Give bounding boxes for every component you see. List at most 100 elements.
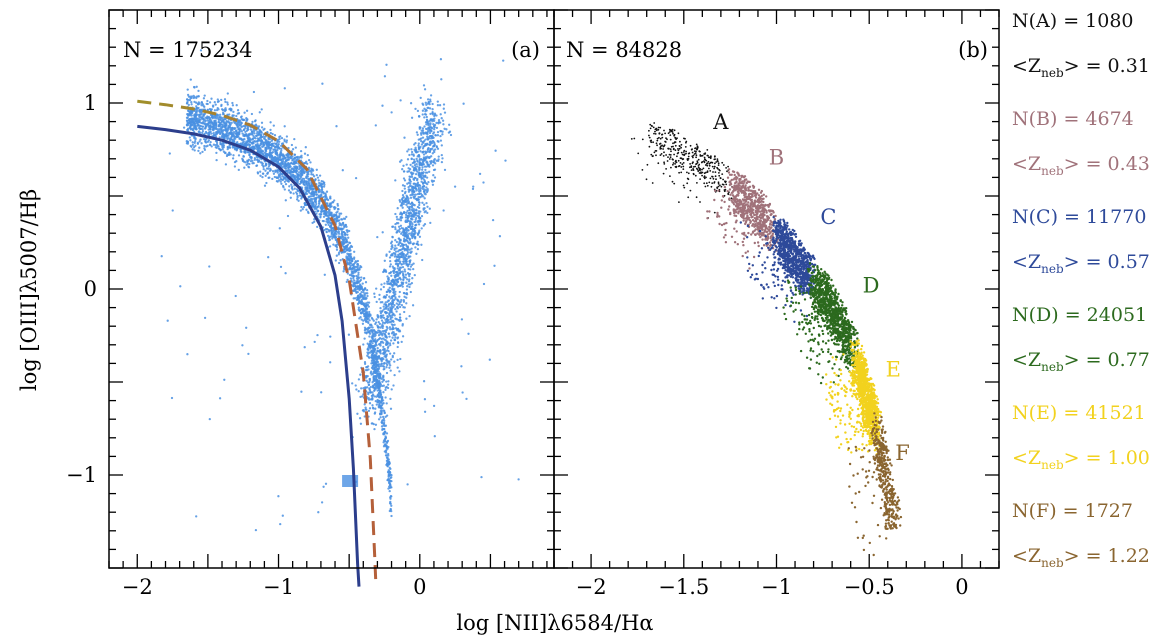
scatter-point — [384, 335, 387, 338]
scatter-point — [346, 246, 349, 249]
scatter-point — [427, 180, 430, 184]
scatter-point — [253, 158, 257, 161]
scatter-point — [442, 103, 446, 106]
scatter-point — [401, 233, 405, 237]
scatter-point — [404, 228, 408, 231]
scatter-point — [309, 195, 313, 198]
scatter-point — [373, 344, 377, 348]
scatter-point — [317, 511, 320, 514]
scatter-point — [400, 340, 403, 344]
scatter-point — [404, 259, 407, 262]
scatter-point — [303, 346, 306, 349]
scatter-point — [408, 232, 411, 235]
scatter-point — [196, 107, 199, 110]
scatter-point — [295, 172, 299, 175]
scatter-point — [195, 96, 198, 100]
scatter-point — [371, 351, 374, 354]
scatter-point — [341, 234, 344, 237]
scatter-point — [409, 290, 412, 294]
scatter-point — [287, 180, 290, 183]
scatter-point — [417, 186, 420, 190]
scatter-point — [397, 330, 401, 333]
scatter-point — [268, 169, 272, 173]
scatter-point — [358, 268, 361, 271]
scatter-point — [425, 161, 428, 164]
scatter-point — [398, 313, 402, 316]
scatter-point — [240, 138, 243, 141]
scatter-point — [345, 215, 348, 219]
scatter-point — [316, 225, 319, 229]
scatter-point — [409, 259, 412, 262]
scatter-point — [214, 103, 217, 106]
scatter-point — [335, 254, 338, 257]
scatter-point — [282, 155, 286, 158]
scatter-point — [190, 114, 193, 117]
scatter-point — [375, 351, 378, 354]
scatter-point — [498, 235, 502, 238]
scatter-point — [401, 245, 405, 248]
scatter-point — [207, 121, 210, 124]
scatter-point — [418, 146, 421, 150]
scatter-point — [395, 318, 398, 321]
scatter-point — [283, 188, 286, 191]
scatter-point — [201, 117, 205, 121]
scatter-point — [433, 113, 437, 116]
scatter-point — [435, 121, 438, 125]
scatter-point — [397, 284, 401, 288]
scatter-point — [266, 172, 269, 175]
scatter-point — [405, 203, 408, 206]
scatter-point — [200, 121, 204, 125]
scatter-point — [285, 135, 289, 138]
scatter-point — [396, 345, 399, 349]
scatter-point — [422, 380, 426, 383]
scatter-point — [405, 231, 408, 234]
scatter-point — [401, 194, 405, 197]
scatter-point — [390, 240, 394, 243]
scatter-point — [389, 507, 392, 511]
scatter-point — [429, 100, 432, 103]
scatter-point — [408, 274, 411, 278]
scatter-point — [223, 98, 227, 101]
scatter-point — [313, 206, 316, 209]
scatter-point — [313, 220, 316, 223]
scatter-point — [400, 298, 403, 302]
scatter-point — [187, 103, 190, 107]
scatter-point — [401, 256, 405, 259]
scatter-point — [382, 422, 386, 426]
scatter-point — [261, 175, 264, 179]
scatter-point — [197, 124, 200, 127]
scatter-point — [237, 168, 240, 172]
scatter-point — [408, 248, 411, 251]
scatter-point — [334, 244, 337, 247]
scatter-point — [221, 125, 224, 129]
scatter-point — [426, 132, 429, 136]
scatter-point — [413, 237, 417, 240]
scatter-point — [215, 158, 218, 162]
scatter-point — [203, 94, 206, 97]
scatter-point — [323, 181, 326, 184]
scatter-point — [373, 427, 376, 431]
scatter-point — [359, 395, 362, 399]
scatter-point — [213, 101, 216, 104]
scatter-point — [404, 220, 408, 224]
scatter-point — [307, 195, 310, 199]
scatter-point — [304, 146, 307, 149]
scatter-point — [368, 377, 371, 381]
scatter-point — [425, 115, 428, 119]
scatter-point — [187, 113, 190, 117]
scatter-point — [382, 365, 386, 368]
scatter-point — [389, 369, 392, 372]
scatter-point — [234, 127, 237, 130]
scatter-point — [407, 212, 410, 215]
scatter-point — [367, 392, 370, 396]
scatter-point — [340, 224, 343, 227]
scatter-point — [401, 335, 405, 338]
scatter-point — [219, 122, 222, 125]
scatter-point — [394, 179, 397, 182]
scatter-point — [407, 201, 411, 205]
scatter-point — [389, 364, 392, 367]
scatter-point — [235, 133, 239, 136]
scatter-point — [427, 126, 430, 130]
scatter-point — [236, 140, 239, 144]
scatter-point — [402, 210, 406, 214]
